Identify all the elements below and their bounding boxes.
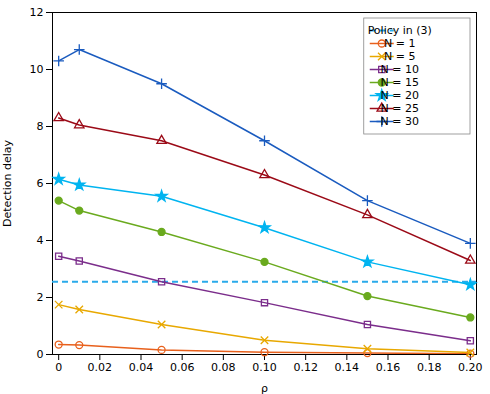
svg-text:0: 0 — [55, 361, 62, 374]
svg-text:N = 1: N = 1 — [384, 37, 415, 50]
svg-text:6: 6 — [37, 177, 44, 190]
svg-text:N = 10: N = 10 — [381, 63, 419, 76]
svg-text:Policy in (3): Policy in (3) — [368, 24, 432, 37]
svg-text:0.06: 0.06 — [170, 361, 195, 374]
svg-text:N = 25: N = 25 — [381, 102, 419, 115]
svg-text:ρ: ρ — [261, 382, 268, 394]
svg-text:0.04: 0.04 — [129, 361, 154, 374]
svg-text:0.08: 0.08 — [211, 361, 236, 374]
svg-text:Detection delay: Detection delay — [1, 140, 14, 227]
svg-text:0.02: 0.02 — [88, 361, 113, 374]
svg-text:0.18: 0.18 — [417, 361, 442, 374]
svg-text:N = 20: N = 20 — [381, 89, 419, 102]
svg-text:0.12: 0.12 — [293, 361, 318, 374]
svg-text:0: 0 — [37, 348, 44, 361]
svg-text:0.10: 0.10 — [252, 361, 277, 374]
svg-text:12: 12 — [30, 6, 44, 19]
svg-text:0.14: 0.14 — [335, 361, 360, 374]
svg-text:0.20: 0.20 — [458, 361, 483, 374]
svg-text:8: 8 — [37, 120, 44, 133]
svg-text:10: 10 — [30, 63, 44, 76]
svg-text:0.16: 0.16 — [376, 361, 401, 374]
svg-text:N = 15: N = 15 — [381, 76, 419, 89]
svg-text:N = 30: N = 30 — [381, 115, 419, 128]
svg-text:2: 2 — [37, 291, 44, 304]
svg-text:N = 5: N = 5 — [384, 50, 415, 63]
svg-text:4: 4 — [37, 234, 44, 247]
